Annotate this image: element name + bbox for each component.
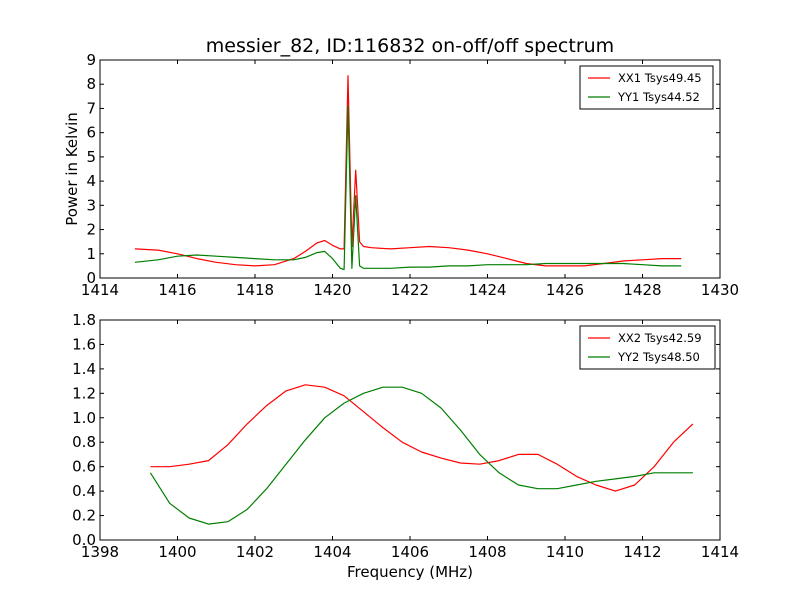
x-tick-label: 1404 [313,543,351,561]
series-line-2 [149,386,693,525]
x-tick-label: 1420 [313,281,351,299]
legend-entry: XX1 Tsys49.45 [618,71,702,85]
top-axis-ticks: 1414 1416 1418 1420 1422 1424 1426 1428 1430 0 1 2 3… [81,51,739,299]
y-tick-label: 0 [86,269,96,287]
x-tick-label: 1400 [158,543,196,561]
y-tick-label: 1.6 [72,335,96,353]
top-spectrum-panel: messier_82, ID:116832 on-off/off spectru… [63,35,739,299]
bottom-series-group [149,384,694,525]
y-tick-label: 9 [86,51,96,69]
x-tick-label: 1424 [468,281,506,299]
top-series-group [134,75,682,271]
x-tick-label: 1398 [81,543,119,561]
x-tick-label: 1416 [158,281,196,299]
y-tick-label: 1.4 [72,360,96,378]
x-tick-label: 1426 [546,281,584,299]
legend-box [579,325,716,370]
y-tick-label: 4 [86,172,96,190]
y-tick-label: 1.0 [72,409,96,427]
y-tick-label: 6 [86,124,96,142]
legend-entry: XX2 Tsys42.59 [618,331,702,345]
x-tick-label: 1402 [236,543,274,561]
y-tick-label: 0.6 [72,458,96,476]
legend-entry: YY2 Tsys48.50 [617,350,700,364]
x-tick-label: 1410 [546,543,584,561]
chart-title: messier_82, ID:116832 on-off/off spectru… [206,35,614,57]
y-tick-label: 0.8 [72,433,96,451]
series-line-1 [150,384,694,492]
legend-entry: YY1 Tsys44.52 [617,90,700,104]
y-tick-label: 1.8 [72,311,96,329]
y-tick-label: 8 [86,75,96,93]
x-axis-label: Frequency (MHz) [347,563,473,581]
legend-box [579,65,714,110]
x-tick-label: 1412 [623,543,661,561]
series-line-1 [134,75,682,267]
x-tick-label: 1414 [701,543,739,561]
y-tick-label: 2 [86,221,96,239]
bottom-legend: XX2 Tsys42.59 YY2 Tsys48.50 [579,325,716,370]
y-tick-label: 0.0 [72,531,96,549]
x-tick-label: 1422 [391,281,429,299]
x-tick-label: 1430 [701,281,739,299]
y-tick-label: 5 [86,148,96,166]
y-tick-label: 1.2 [72,384,96,402]
bottom-axis-ticks: 1398 1400 1402 1404 1406 1408 1410 1412 1414 0.0 0… [72,311,739,561]
x-tick-label: 1408 [468,543,506,561]
top-legend: XX1 Tsys49.45 YY1 Tsys44.52 [579,65,714,110]
x-tick-label: 1428 [623,281,661,299]
series-line-2 [134,105,682,271]
y-tick-label: 0.4 [72,482,96,500]
x-tick-label: 1418 [236,281,274,299]
x-tick-label: 1414 [81,281,119,299]
x-tick-label: 1406 [391,543,429,561]
y-tick-label: 3 [86,196,96,214]
bottom-spectrum-panel: 1398 1400 1402 1404 1406 1408 1410 1412 1414 0.0 0… [72,311,739,581]
y-tick-label: 1 [86,245,96,263]
y-axis-label: Power in Kelvin [63,112,81,226]
y-tick-label: 0.2 [72,507,96,525]
y-tick-label: 7 [86,99,96,117]
